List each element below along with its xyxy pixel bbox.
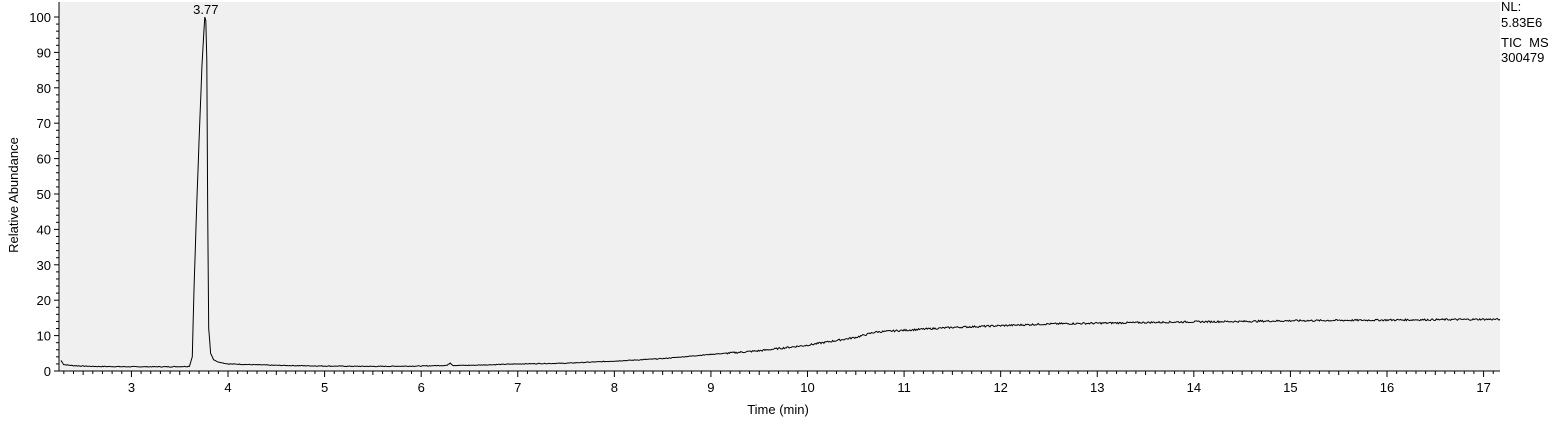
y-tick-label: 0: [44, 364, 51, 379]
nl-value: 5.83E6: [1501, 15, 1542, 30]
x-axis-ticks: 3 4 5 6 7 8 9 10 11 12 13 14 15 16 17: [63, 371, 1494, 395]
x-tick-label: 5: [321, 380, 328, 395]
x-tick-label: 15: [1283, 380, 1297, 395]
x-tick-label: 6: [418, 380, 425, 395]
x-tick-label: 17: [1476, 380, 1490, 395]
sample-id: 300479: [1501, 50, 1544, 65]
x-tick-label: 13: [1090, 380, 1104, 395]
y-tick-label: 100: [29, 10, 51, 25]
y-tick-label: 50: [37, 187, 51, 202]
y-tick-label: 90: [37, 45, 51, 60]
y-axis-ticks: 0 10 20 30 40 50 60 70 80 90 100: [29, 10, 59, 379]
y-tick-label: 30: [37, 258, 51, 273]
x-tick-label: 11: [897, 380, 911, 395]
x-axis-label: Time (min): [747, 402, 809, 417]
x-tick-label: 3: [128, 380, 135, 395]
y-tick-label: 20: [37, 293, 51, 308]
y-axis-label: Relative Abundance: [6, 137, 21, 253]
plot-background: [59, 2, 1500, 371]
x-tick-label: 9: [707, 380, 714, 395]
tic-trace-line: [60, 16, 1501, 368]
x-tick-label: 7: [514, 380, 521, 395]
y-tick-label: 40: [37, 222, 51, 237]
nl-label: NL:: [1501, 0, 1521, 14]
peak-annotations: 3.77: [193, 2, 218, 17]
y-tick-label: 70: [37, 116, 51, 131]
x-tick-label: 4: [224, 380, 231, 395]
x-tick-label: 12: [993, 380, 1007, 395]
peak-label: 3.77: [193, 2, 218, 17]
x-tick-label: 14: [1187, 380, 1201, 395]
x-tick-label: 8: [611, 380, 618, 395]
scan-filter-label: TIC MS: [1501, 35, 1549, 50]
x-tick-label: 10: [800, 380, 814, 395]
y-tick-label: 10: [37, 329, 51, 344]
y-tick-label: 80: [37, 81, 51, 96]
y-tick-label: 60: [37, 152, 51, 167]
x-tick-label: 16: [1380, 380, 1394, 395]
